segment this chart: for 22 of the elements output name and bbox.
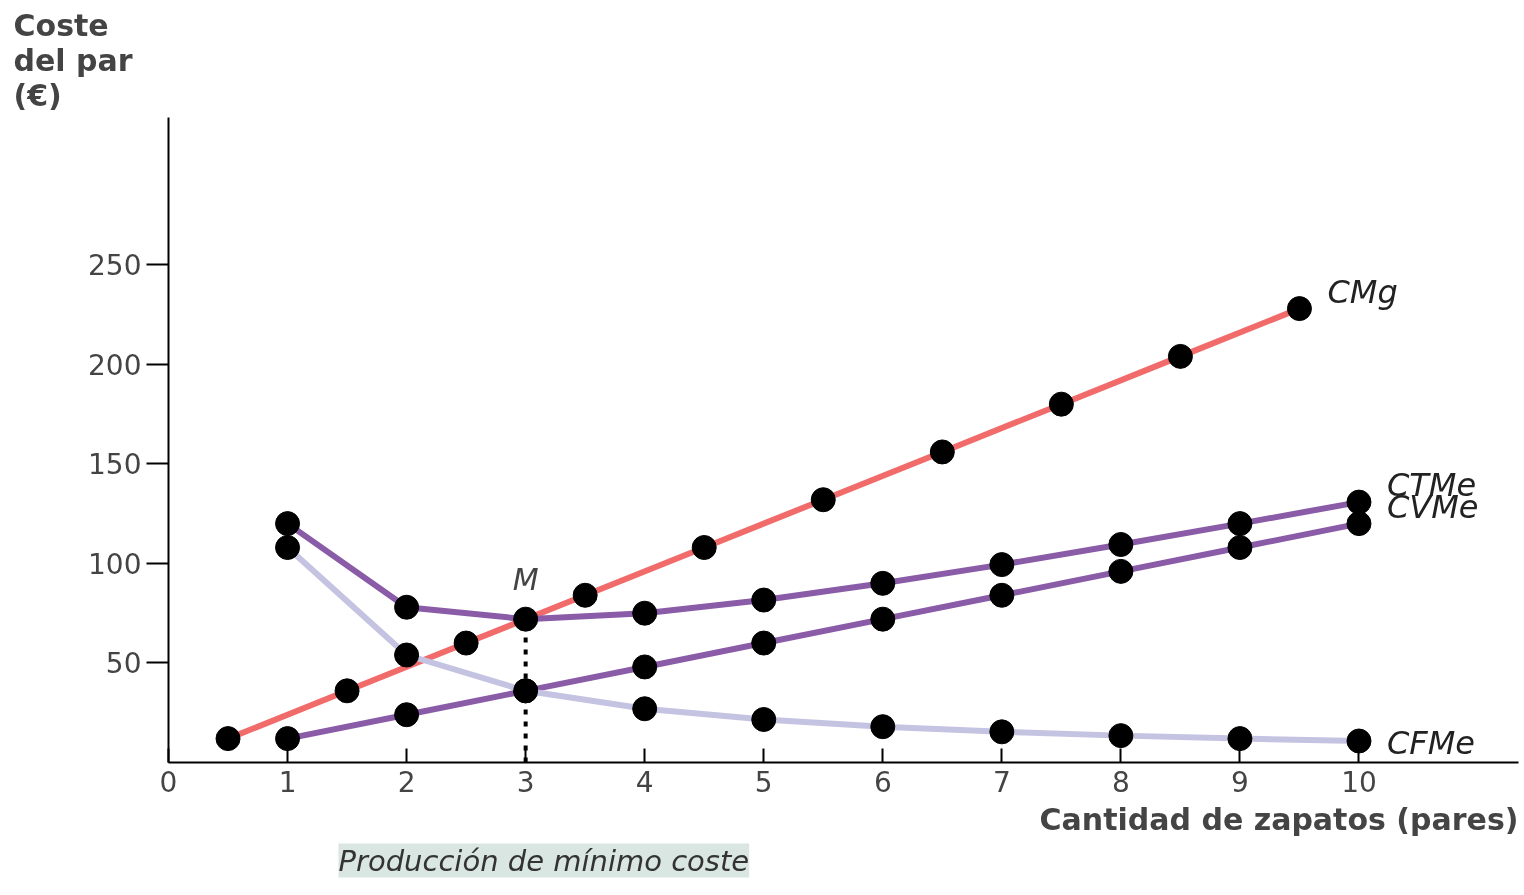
x-tick-label: 2	[397, 765, 416, 799]
y-axis-title: Coste del par (€)	[13, 7, 133, 113]
series-label: CFMe	[1386, 724, 1476, 762]
x-axis-title: Cantidad de zapatos (pares)	[1039, 801, 1519, 837]
y-tick-label: 100	[88, 547, 142, 581]
x-tick-label: 0	[159, 765, 178, 799]
y-tick-label: 200	[88, 348, 142, 382]
series-label: CMg	[1327, 272, 1398, 311]
x-tick-label: 3	[516, 765, 535, 799]
x-tick-label: 6	[873, 765, 892, 799]
x-tick-label: 1	[278, 765, 297, 799]
text: Producción de mínimo coste	[338, 843, 750, 878]
annotation: M	[512, 562, 539, 598]
x-tick-label: 7	[992, 765, 1011, 799]
x-tick-label: 9	[1231, 765, 1249, 799]
x-tick-label: 5	[754, 765, 773, 799]
x-tick-label: 10	[1341, 765, 1377, 799]
y-tick-label: 50	[105, 647, 142, 681]
x-tick-label: 4	[635, 765, 654, 799]
y-tick-label: 150	[88, 448, 142, 482]
x-tick-label: 8	[1111, 765, 1130, 799]
y-tick-label: 250	[88, 249, 142, 283]
